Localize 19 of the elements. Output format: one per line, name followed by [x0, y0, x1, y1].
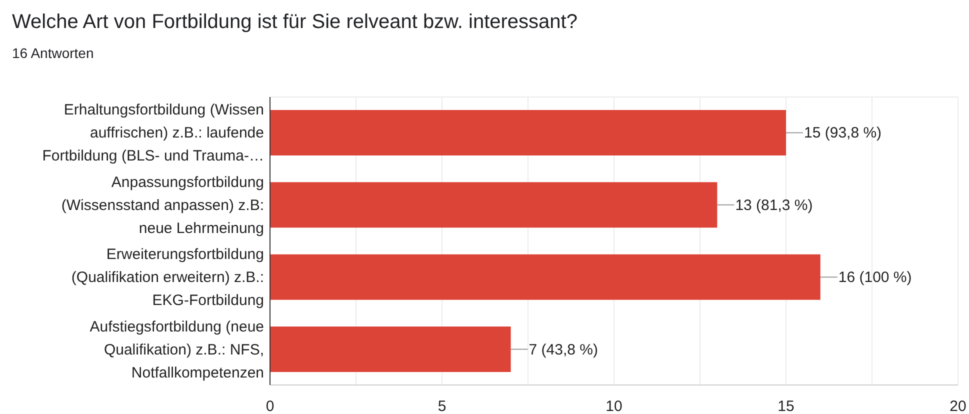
bar: [270, 110, 786, 156]
y-tick-label: Erweiterungsfortbildung (Qualifikation erweitern) z.B.: EKG-Fortbildung: [71, 246, 264, 310]
data-label: 15 (93,8 %): [804, 124, 882, 142]
x-tick-label: 15: [778, 398, 794, 414]
text: 16 Antworten: [12, 45, 94, 61]
bar: [270, 254, 820, 300]
x-tick-label: 20: [950, 398, 966, 414]
y-tick-label: Anpassungsfortbildung (Wissensstand anpassen) z.B: neue Lehrmeinung: [61, 174, 264, 237]
data-label: 7 (43,8 %): [528, 341, 598, 358]
x-tick-label: 0: [266, 398, 274, 414]
bar: [270, 326, 511, 372]
x-tick-label: 10: [606, 398, 622, 414]
chart-title: Welche Art von Fortbildung ist für Sie relveant bzw. interessant?: [12, 11, 578, 33]
data-label: 16 (100 %): [838, 269, 912, 286]
x-tick-label: 5: [438, 398, 446, 414]
data-label: 13 (81,3 %): [735, 196, 813, 214]
y-tick-label: Erhaltungsfortbildung (Wissen auffrischen) z.B.: laufende Fortbildung (BLS- und Trauma-…: [42, 102, 264, 165]
y-tick-label: Aufstiegsfortbildung (neue Qualifikation) z.B.: NFS, Notfallkompetenzen: [90, 318, 264, 382]
bar: [270, 182, 718, 228]
